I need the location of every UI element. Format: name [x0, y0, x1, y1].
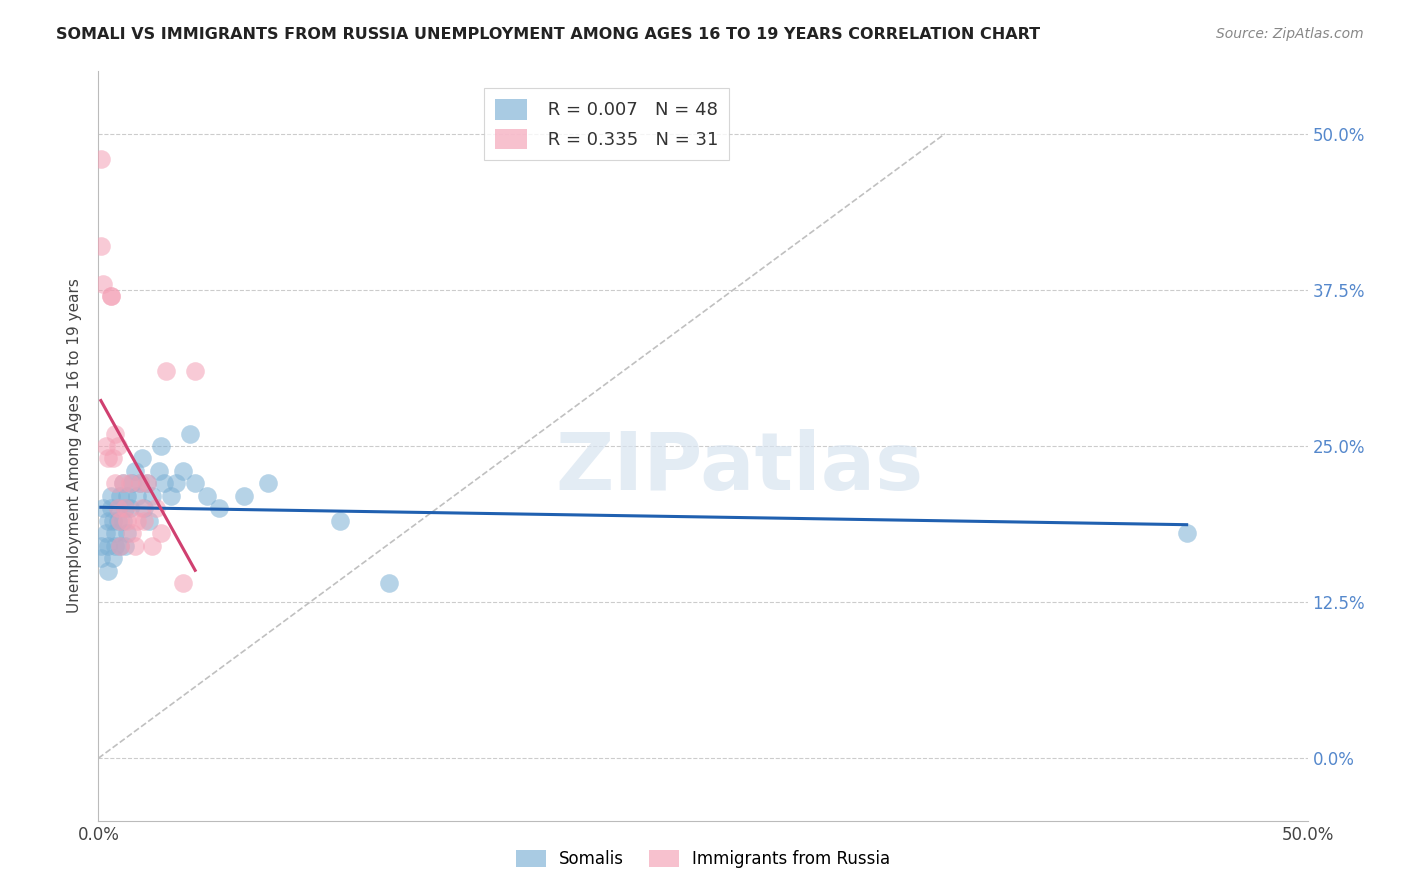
Point	[114, 539, 136, 553]
Point	[121, 526, 143, 541]
Text: Source: ZipAtlas.com: Source: ZipAtlas.com	[1216, 27, 1364, 41]
Point	[104, 476, 127, 491]
Point	[172, 576, 194, 591]
Point	[101, 514, 124, 528]
Point	[108, 539, 131, 553]
Point	[91, 501, 114, 516]
Point	[172, 464, 194, 478]
Point	[150, 526, 173, 541]
Point	[131, 501, 153, 516]
Point	[101, 451, 124, 466]
Point	[1175, 526, 1198, 541]
Point	[90, 239, 112, 253]
Point	[111, 476, 134, 491]
Point	[104, 426, 127, 441]
Point	[127, 514, 149, 528]
Point	[97, 451, 120, 466]
Point	[107, 514, 129, 528]
Point	[90, 551, 112, 566]
Point	[118, 476, 141, 491]
Point	[91, 277, 114, 291]
Point	[100, 489, 122, 503]
Legend:  R = 0.007   N = 48,  R = 0.335   N = 31: R = 0.007 N = 48, R = 0.335 N = 31	[484, 88, 728, 161]
Point	[117, 489, 139, 503]
Point	[104, 539, 127, 553]
Point	[111, 476, 134, 491]
Point	[184, 476, 207, 491]
Point	[377, 576, 399, 591]
Point	[141, 539, 163, 553]
Point	[101, 551, 124, 566]
Point	[128, 476, 150, 491]
Point	[114, 501, 136, 516]
Point	[118, 501, 141, 516]
Point	[148, 464, 170, 478]
Point	[160, 489, 183, 503]
Point	[128, 476, 150, 491]
Point	[107, 439, 129, 453]
Point	[138, 514, 160, 528]
Point	[104, 526, 127, 541]
Point	[329, 514, 352, 528]
Point	[155, 364, 177, 378]
Point	[100, 289, 122, 303]
Point	[134, 514, 156, 528]
Point	[117, 526, 139, 541]
Point	[124, 539, 146, 553]
Point	[94, 526, 117, 541]
Point	[97, 539, 120, 553]
Point	[94, 439, 117, 453]
Point	[97, 564, 120, 578]
Point	[90, 152, 112, 166]
Point	[135, 476, 157, 491]
Point	[100, 501, 122, 516]
Point	[135, 476, 157, 491]
Point	[150, 439, 173, 453]
Point	[131, 451, 153, 466]
Point	[145, 501, 167, 516]
Point	[121, 476, 143, 491]
Point	[195, 489, 218, 503]
Point	[232, 489, 254, 503]
Text: SOMALI VS IMMIGRANTS FROM RUSSIA UNEMPLOYMENT AMONG AGES 16 TO 19 YEARS CORRELAT: SOMALI VS IMMIGRANTS FROM RUSSIA UNEMPLO…	[56, 27, 1040, 42]
Legend: Somalis, Immigrants from Russia: Somalis, Immigrants from Russia	[509, 843, 897, 875]
Point	[108, 489, 131, 503]
Point	[100, 289, 122, 303]
Text: ZIPatlas: ZIPatlas	[555, 429, 924, 508]
Point	[127, 489, 149, 503]
Point	[108, 539, 131, 553]
Point	[107, 501, 129, 516]
Point	[108, 514, 131, 528]
Point	[208, 501, 231, 516]
Point	[152, 476, 174, 491]
Point	[179, 426, 201, 441]
Point	[184, 364, 207, 378]
Point	[107, 501, 129, 516]
Point	[134, 501, 156, 516]
Point	[111, 514, 134, 528]
Y-axis label: Unemployment Among Ages 16 to 19 years: Unemployment Among Ages 16 to 19 years	[67, 278, 83, 614]
Point	[114, 501, 136, 516]
Point	[124, 464, 146, 478]
Point	[117, 514, 139, 528]
Point	[256, 476, 278, 491]
Point	[90, 539, 112, 553]
Point	[141, 489, 163, 503]
Point	[97, 514, 120, 528]
Point	[165, 476, 187, 491]
